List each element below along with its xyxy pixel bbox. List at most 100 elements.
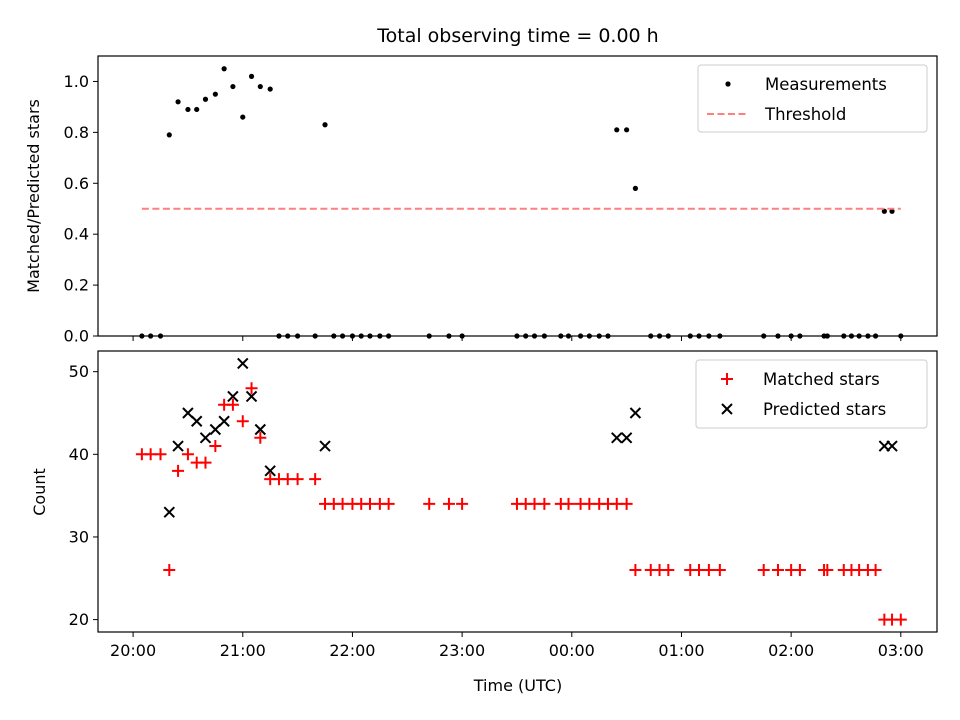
matched-star-point	[423, 497, 436, 510]
predicted-star-point	[172, 440, 184, 452]
top-ytick-label: 0.4	[64, 225, 89, 244]
matched-star-point	[456, 497, 469, 510]
top-ytick-label: 1.0	[64, 72, 89, 91]
measurement-point	[257, 83, 263, 90]
bottom-legend-frame	[695, 359, 928, 429]
predicted-star-point	[199, 432, 212, 444]
predicted-star-point	[218, 415, 230, 427]
bottom-xtick-label: 22:00	[329, 641, 375, 660]
measurement-point	[166, 132, 172, 138]
matched-star-point	[821, 564, 834, 577]
top-ytick-label: 0.6	[64, 174, 89, 193]
measurement-point	[194, 106, 200, 113]
top-ytick-label: 0.0	[64, 327, 89, 346]
bottom-panel-xlabel: Time (UTC)	[473, 676, 562, 695]
matched-star-point	[163, 564, 176, 577]
matched-star-point	[209, 440, 222, 453]
bottom-xtick-label: 20:00	[110, 641, 156, 660]
measurement-point	[221, 66, 227, 72]
bottom-panel-ylabel: Count	[30, 468, 49, 516]
matched-star-point	[662, 564, 675, 577]
matched-star-point	[562, 497, 575, 510]
measurement-point	[632, 185, 638, 191]
bottom-panel-frame	[97, 350, 938, 633]
matched-star-point	[538, 497, 551, 510]
matched-star-point	[226, 398, 239, 411]
measurement-point	[185, 106, 191, 113]
bottom-ytick-label: 30	[69, 527, 89, 546]
measurement-point	[175, 99, 181, 105]
top-ytick-label: 0.2	[64, 276, 89, 295]
bottom-legend: Matched stars Predicted stars	[695, 359, 928, 429]
matched-star-point	[771, 564, 784, 577]
bottom-ytick-label: 40	[69, 445, 89, 464]
matched-star-point	[172, 464, 185, 477]
top-legend-frame	[697, 64, 928, 133]
matched-star-point	[702, 564, 715, 577]
predicted-star-point	[886, 440, 898, 452]
top-panel-plot-area: 0.0 0.2 0.4 0.6 0.8 1.0	[64, 66, 904, 346]
bottom-panel-plot-area: 20 30 40 50 20:00 21:00 22:00 23:00 00:00 01:00 02…	[69, 357, 924, 660]
predicted-star-point	[245, 390, 258, 403]
predicted-star-point	[254, 423, 267, 436]
legend-measurements-label: Measurements	[765, 75, 887, 94]
matched-star-point	[793, 564, 806, 577]
bottom-ytick-label: 20	[69, 610, 89, 629]
predicted-star-point	[237, 357, 249, 370]
predicted-star-point	[620, 432, 633, 444]
legend-threshold-label: Threshold	[764, 105, 846, 124]
matched-star-point	[382, 497, 395, 510]
matched-star-point	[309, 473, 322, 486]
legend-matched-marker	[721, 373, 733, 385]
top-legend: Measurements Threshold	[697, 64, 928, 133]
measurement-point	[240, 114, 246, 120]
matched-star-point	[894, 613, 907, 626]
legend-predicted-marker	[721, 403, 733, 415]
matched-star-point	[291, 473, 304, 486]
predicted-star-point	[611, 432, 623, 444]
predicted-star-point	[319, 440, 331, 452]
matched-star-point	[181, 448, 194, 461]
legend-measurements-marker	[725, 81, 731, 87]
matched-star-point	[245, 382, 258, 395]
predicted-star-point	[264, 465, 276, 477]
top-panel-frame	[97, 55, 938, 337]
top-ytick-label: 0.8	[64, 123, 89, 142]
bottom-xtick-label: 00:00	[549, 641, 595, 660]
measurement-point	[248, 73, 255, 79]
matched-star-point	[236, 415, 249, 428]
matched-star-point	[199, 456, 212, 469]
bottom-xtick-label: 01:00	[658, 641, 704, 660]
measurement-point	[624, 127, 630, 133]
measurement-point	[881, 208, 887, 214]
legend-matched-label: Matched stars	[763, 370, 880, 389]
matched-star-point	[254, 431, 267, 444]
measurement-point	[202, 96, 209, 102]
predicted-star-point	[163, 506, 175, 518]
matched-star-point	[620, 497, 633, 510]
matched-star-point	[442, 497, 455, 510]
bottom-ytick-label: 50	[69, 362, 89, 381]
predicted-star-point	[209, 423, 222, 436]
matched-star-point	[629, 564, 642, 577]
measurement-point	[230, 83, 236, 90]
bottom-xtick-label: 23:00	[439, 641, 485, 660]
matched-star-point	[154, 448, 167, 461]
top-panel-title: Total observing time = 0.00 h	[376, 25, 658, 47]
predicted-star-point	[182, 407, 194, 419]
top-panel-ylabel: Matched/Predicted stars	[24, 99, 43, 293]
measurement-point	[614, 127, 620, 133]
predicted-star-point	[227, 390, 239, 403]
predicted-star-point	[190, 415, 203, 427]
legend-predicted-label: Predicted stars	[763, 400, 886, 419]
measurement-point	[212, 91, 218, 97]
bottom-xtick-label: 03:00	[878, 641, 924, 660]
measurement-point	[267, 86, 273, 92]
matched-star-point	[713, 564, 726, 577]
measurement-point	[322, 122, 328, 128]
bottom-xtick-label: 21:00	[220, 641, 266, 660]
matched-star-point	[869, 564, 882, 577]
predicted-star-point	[629, 407, 642, 419]
measurement-point	[889, 208, 895, 214]
